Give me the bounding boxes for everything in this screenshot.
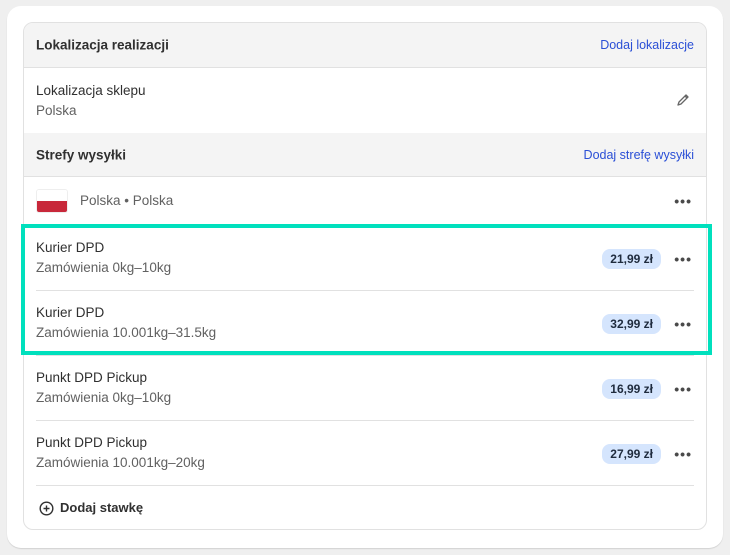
rate-name: Kurier DPD	[36, 240, 105, 255]
plus-circle-icon	[39, 501, 54, 516]
add-zone-link[interactable]: Dodaj strefę wysyłki	[583, 147, 694, 162]
divider	[36, 355, 694, 356]
rate-price-badge: 32,99 zł	[602, 313, 661, 334]
divider	[36, 420, 694, 421]
store-location-title: Lokalizacja sklepu	[36, 83, 146, 98]
fulfillment-header: Lokalizacja realizacji Dodaj lokalizacje	[24, 23, 706, 68]
pencil-icon[interactable]	[676, 93, 690, 107]
add-location-link[interactable]: Dodaj lokalizacje	[600, 38, 694, 52]
rate-row: Punkt DPD Pickup Zamówienia 10.001kg–20k…	[24, 421, 706, 486]
zones-header: Strefy wysyłki Dodaj strefę wysyłki	[24, 133, 706, 177]
rate-price-badge: 21,99 zł	[602, 248, 661, 269]
rate-more-icon[interactable]: •••	[674, 250, 692, 267]
rate-condition: Zamówienia 0kg–10kg	[36, 390, 172, 405]
zone-label: Polska • Polska	[80, 193, 174, 208]
poland-flag-icon	[36, 189, 68, 213]
rate-condition: Zamówienia 10.001kg–20kg	[36, 455, 205, 470]
divider	[36, 290, 694, 291]
divider	[36, 485, 694, 486]
rate-condition: Zamówienia 10.001kg–31.5kg	[36, 325, 217, 340]
rate-row: Kurier DPD Zamówienia 0kg–10kg 21,99 zł …	[24, 226, 706, 291]
add-rate-button[interactable]: Dodaj stawkę	[24, 486, 706, 529]
rate-price-badge: 16,99 zł	[602, 378, 661, 399]
zone-row: Polska • Polska •••	[24, 177, 706, 225]
rate-more-icon[interactable]: •••	[674, 445, 692, 462]
rate-row: Kurier DPD Zamówienia 10.001kg–31.5kg 32…	[24, 291, 706, 356]
rate-name: Kurier DPD	[36, 305, 105, 320]
rate-name: Punkt DPD Pickup	[36, 370, 148, 385]
rate-more-icon[interactable]: •••	[674, 380, 692, 397]
shipping-panel: Lokalizacja realizacji Dodaj lokalizacje…	[23, 22, 707, 530]
rate-condition: Zamówienia 0kg–10kg	[36, 260, 172, 275]
store-location-row: Lokalizacja sklepu Polska	[24, 68, 706, 133]
add-rate-label: Dodaj stawkę	[60, 500, 144, 515]
store-location-country: Polska	[36, 103, 77, 118]
rate-more-icon[interactable]: •••	[674, 315, 692, 332]
rate-price-badge: 27,99 zł	[602, 443, 661, 464]
rate-name: Punkt DPD Pickup	[36, 435, 148, 450]
rate-row: Punkt DPD Pickup Zamówienia 0kg–10kg 16,…	[24, 356, 706, 421]
zones-title: Strefy wysyłki	[36, 147, 127, 162]
fulfillment-title: Lokalizacja realizacji	[36, 37, 169, 53]
zone-more-icon[interactable]: •••	[674, 193, 692, 209]
